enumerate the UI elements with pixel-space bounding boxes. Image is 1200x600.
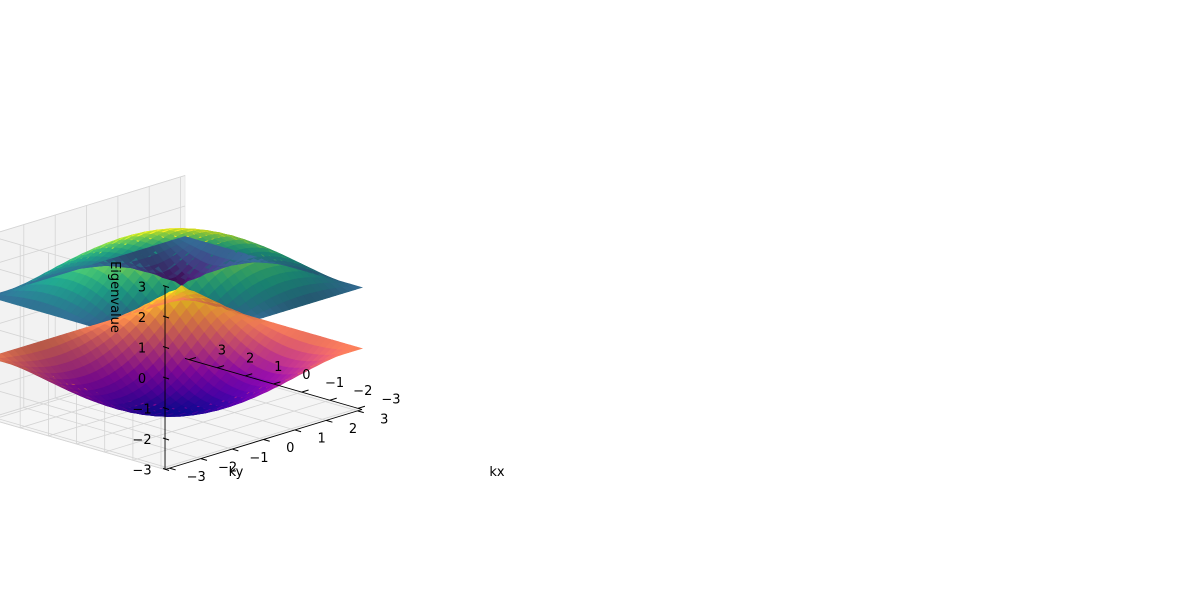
- x-tick: [169, 467, 176, 471]
- y-tick-label: 0: [302, 368, 310, 383]
- y-tick: [217, 365, 225, 369]
- y-tick-label: −1: [325, 376, 344, 391]
- upper-band-patch: [348, 285, 364, 290]
- y-tick: [357, 405, 366, 409]
- z-axis-label: Eigenvalue: [107, 261, 122, 333]
- y-tick: [188, 357, 197, 361]
- surface-plot: [0, 228, 364, 417]
- x-tick: [200, 458, 208, 461]
- y-axis-line: [184, 358, 363, 410]
- z-tick-label: −3: [132, 464, 151, 479]
- z-tick-label: 3: [138, 281, 146, 296]
- z-tick: [162, 407, 170, 410]
- z-tick: [162, 346, 170, 349]
- z-tick: [162, 285, 170, 288]
- grid-line-x: [0, 418, 170, 469]
- z-tick: [162, 437, 170, 441]
- x-tick: [232, 448, 239, 452]
- y-axis-label: ky: [229, 465, 244, 480]
- x-tick-label: 2: [349, 422, 357, 437]
- y-tick-label: 3: [218, 344, 226, 359]
- x-tick-label: −3: [187, 470, 206, 485]
- z-tick-label: 1: [138, 342, 146, 357]
- y-tick: [301, 389, 309, 393]
- z-tick-label: 0: [138, 372, 146, 387]
- z-tick-label: 2: [138, 311, 146, 326]
- y-tick: [245, 373, 253, 377]
- axes-labels: kx ky Eigenvalue: [107, 261, 505, 480]
- z-tick: [162, 376, 170, 380]
- lower-band-patch: [348, 346, 364, 351]
- y-tick-label: 2: [246, 352, 254, 367]
- z-tick-label: −2: [132, 433, 151, 448]
- y-tick: [273, 381, 281, 385]
- axes-ticks: −3 −2 −1 0 1 2 3 −3 −2 −1 0 1 2 3 −3 −2 −1 0 1 2 3: [132, 281, 400, 485]
- y-tick: [329, 397, 337, 401]
- y-tick-label: −2: [353, 384, 372, 399]
- y-tick-label: 1: [274, 360, 282, 375]
- x-tick: [326, 419, 333, 423]
- x-tick-label: −1: [249, 451, 268, 466]
- x-axis-label: kx: [489, 465, 505, 480]
- x-tick-label: 3: [380, 413, 388, 428]
- x-tick-label: 1: [317, 432, 325, 447]
- z-tick-label: −1: [132, 403, 151, 418]
- z-tick: [162, 315, 170, 319]
- x-tick: [294, 429, 302, 433]
- x-tick-label: −2: [218, 460, 237, 475]
- y-tick-label: −3: [381, 392, 400, 407]
- x-tick: [357, 410, 364, 414]
- x-axis-line: [164, 409, 363, 470]
- x-tick: [263, 439, 270, 442]
- x-tick-label: 0: [286, 441, 294, 456]
